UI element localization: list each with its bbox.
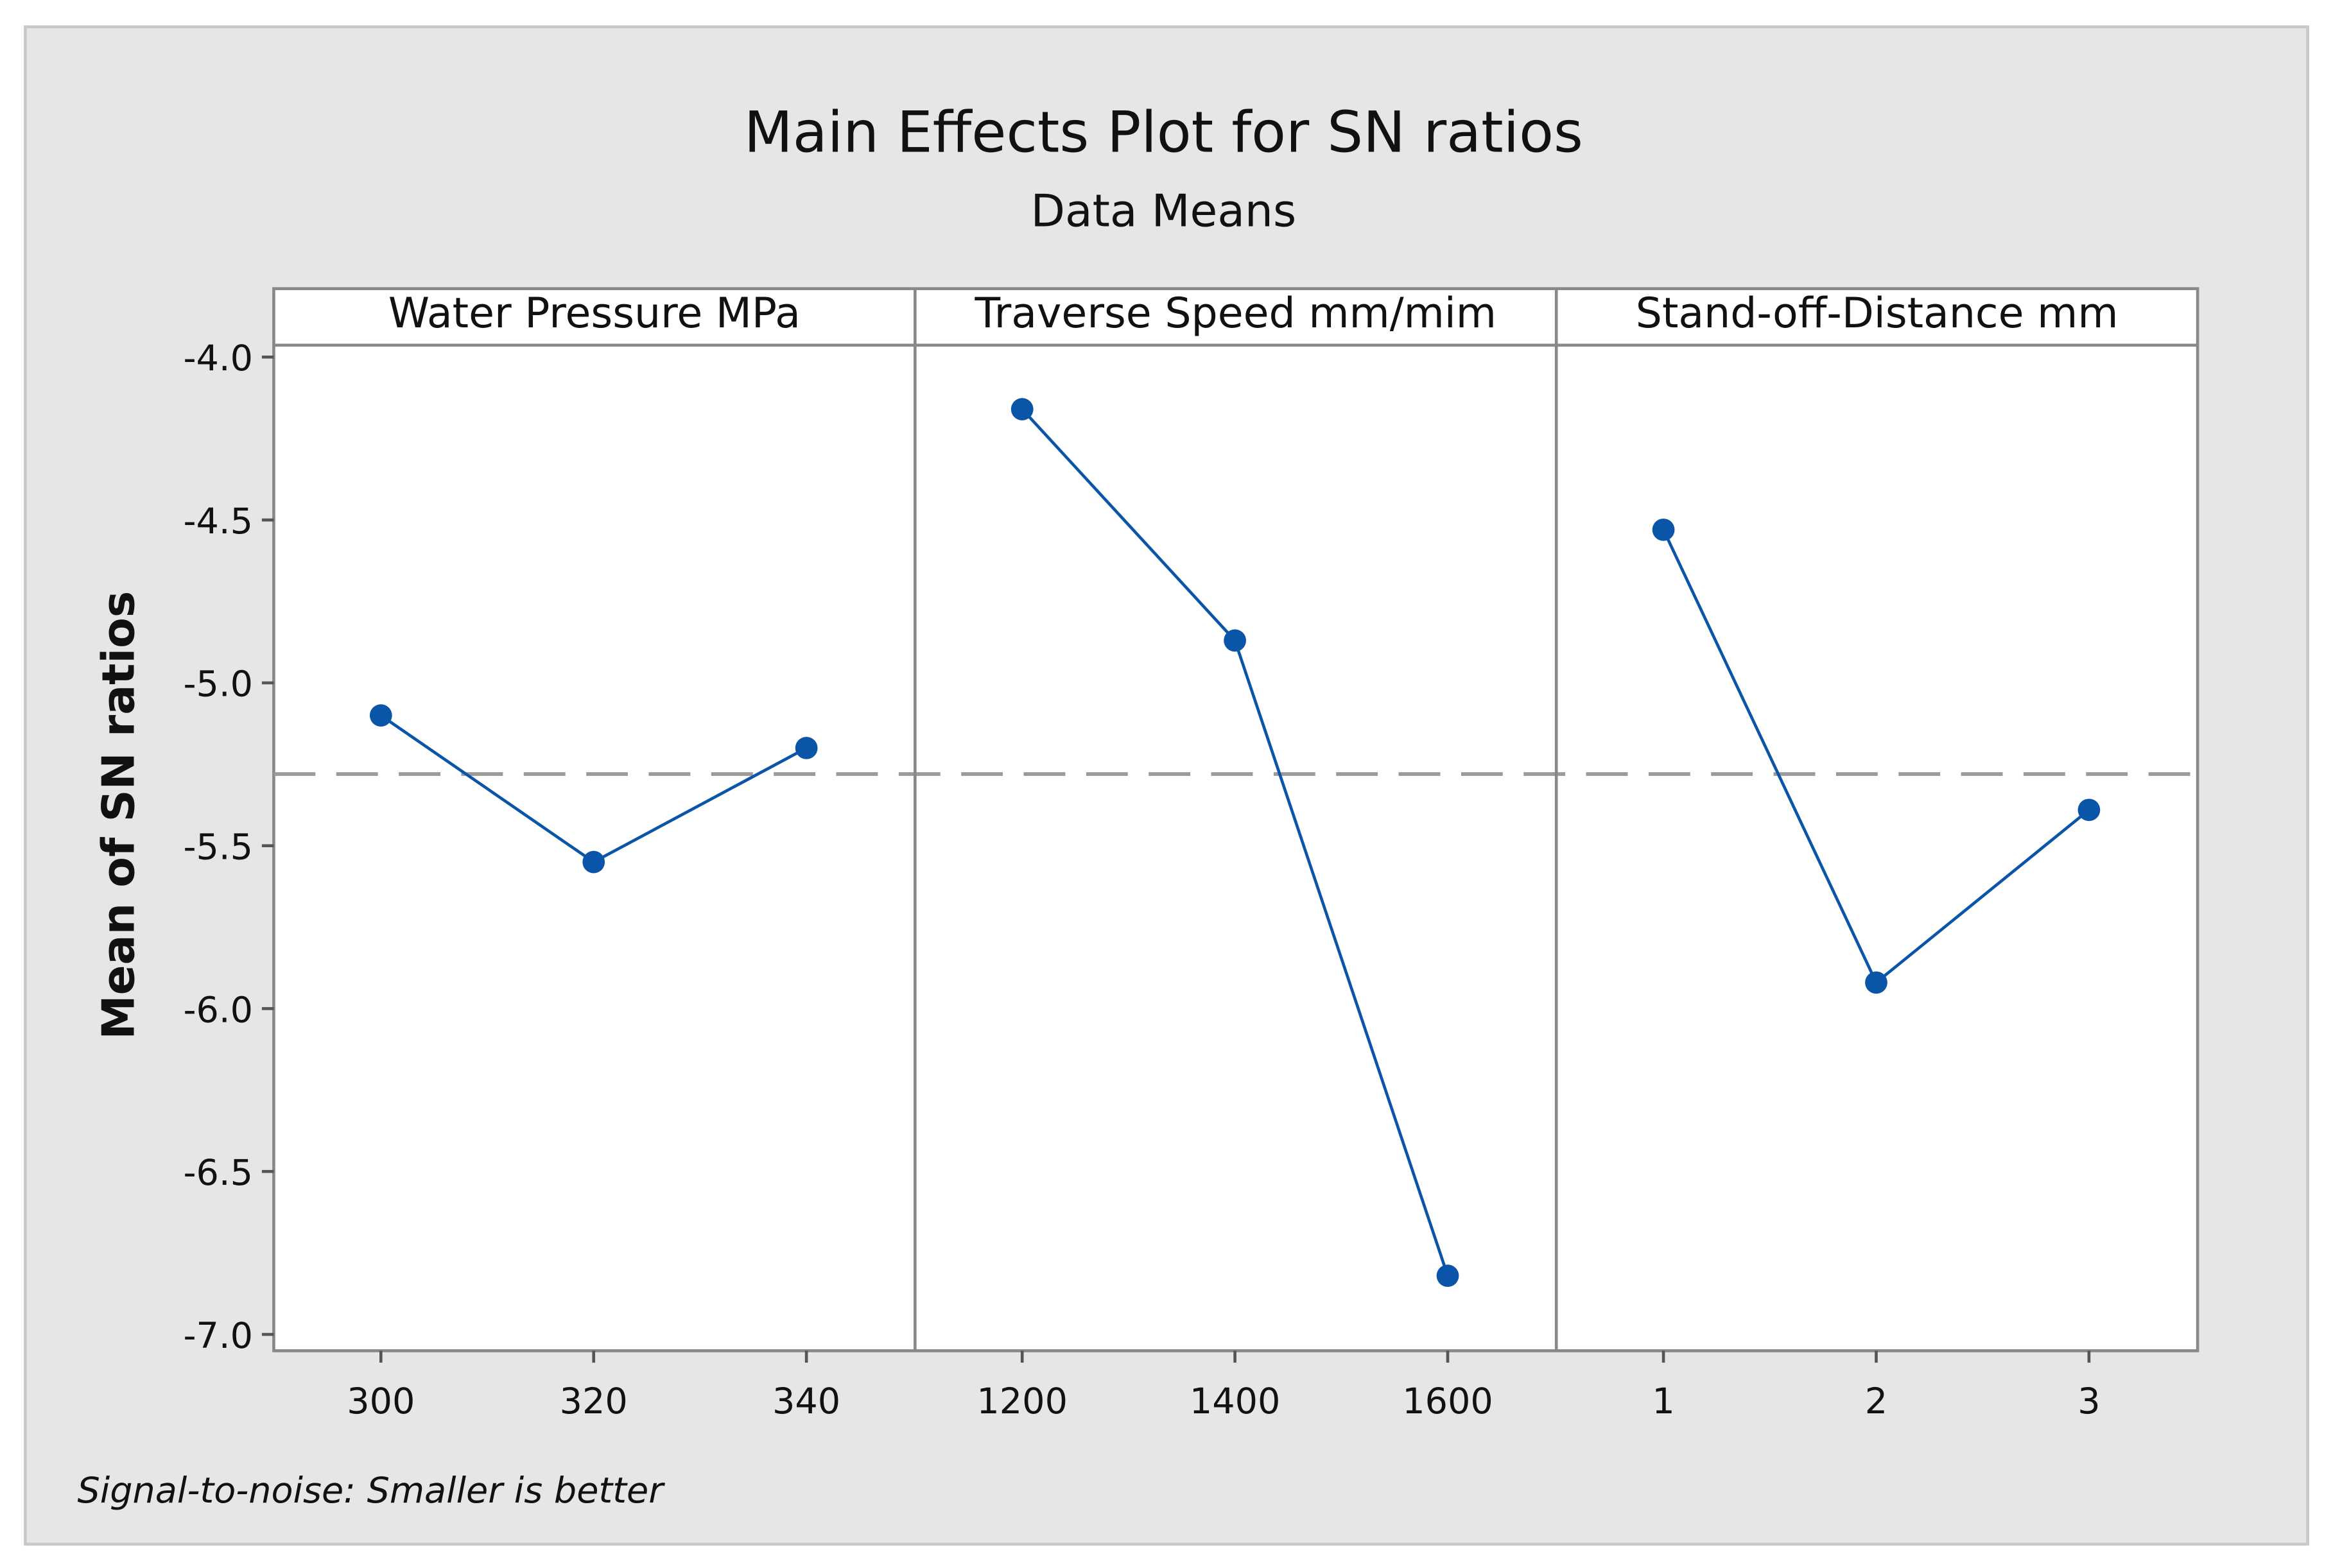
panel-label: Water Pressure MPa xyxy=(388,289,801,338)
x-tick-label: 1200 xyxy=(976,1381,1068,1422)
data-point xyxy=(795,737,818,759)
x-tick-label: 320 xyxy=(560,1381,628,1422)
footnote: Signal-to-noise: Smaller is better xyxy=(78,1470,666,1512)
data-point xyxy=(1652,518,1675,541)
panel-label: Stand-off-Distance mm xyxy=(1636,289,2119,338)
y-tick-label: -5.0 xyxy=(183,664,253,705)
chart-title: Main Effects Plot for SN ratios xyxy=(744,99,1583,166)
x-tick-label: 1400 xyxy=(1190,1381,1281,1422)
data-point xyxy=(582,850,605,874)
y-tick-label: -6.0 xyxy=(183,989,253,1031)
data-point xyxy=(1224,629,1246,652)
data-point xyxy=(1010,398,1034,420)
y-tick-label: -5.5 xyxy=(183,827,253,868)
data-point xyxy=(1436,1264,1459,1288)
plot-area: -4.0 -4.5 -5.0 -5.5 -6.0 -6.5 -7.0 Water Pressu… xyxy=(183,287,2199,1422)
x-tick-label: 2 xyxy=(1865,1381,1887,1422)
x-tick-label: 1600 xyxy=(1402,1381,1493,1422)
y-tick-label: -6.5 xyxy=(183,1152,253,1194)
data-point xyxy=(369,704,392,727)
y-tick-label: -4.0 xyxy=(183,338,253,379)
x-tick-label: 1 xyxy=(1652,1381,1674,1422)
x-tick-label: 3 xyxy=(2077,1381,2100,1422)
y-axis-label: Mean of SN ratios xyxy=(93,591,145,1040)
y-tick-label: -4.5 xyxy=(183,501,253,542)
chart-subtitle: Data Means xyxy=(1031,185,1297,237)
x-tick-label: 340 xyxy=(772,1381,840,1422)
data-point xyxy=(2077,798,2101,822)
data-point xyxy=(1865,971,1887,994)
panel-label: Traverse Speed mm/mim xyxy=(975,289,1496,338)
y-tick-label: -7.0 xyxy=(183,1315,253,1357)
x-tick-label: 300 xyxy=(347,1381,415,1422)
plot-panel-box xyxy=(272,287,2199,1352)
